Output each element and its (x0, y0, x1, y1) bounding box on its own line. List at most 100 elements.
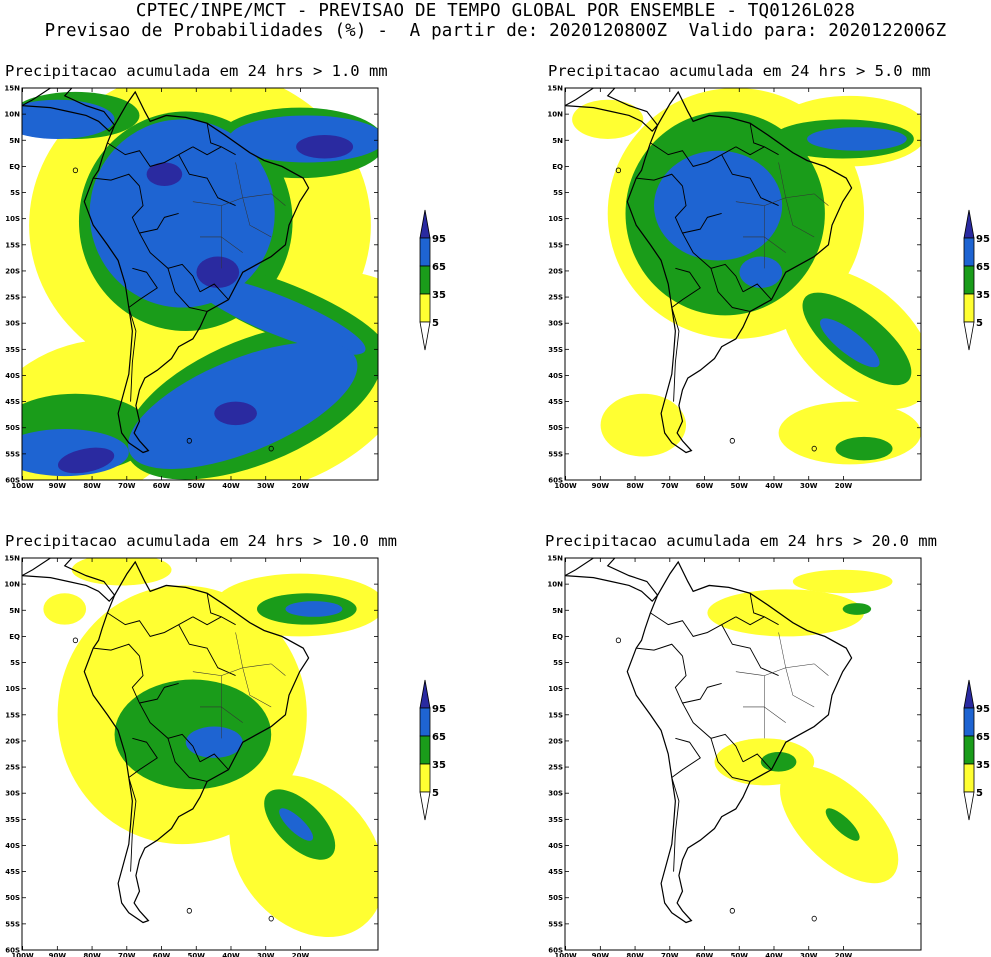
lat-tick-label: 30S (548, 790, 563, 798)
prob-area-green (842, 603, 872, 615)
colorbar-label: 65 (432, 262, 446, 273)
lat-tick-label: 30S (5, 320, 20, 328)
prob-area-blue (807, 127, 907, 151)
state-border (235, 632, 243, 668)
colorbar-segment (419, 763, 431, 793)
figure-title-line-2: Previsao de Probabilidades (%) - A parti… (44, 21, 947, 41)
country-border (107, 142, 194, 167)
colorbar-label: 65 (432, 732, 446, 743)
lon-tick-label: 100W (554, 952, 577, 957)
lon-tick-label: 60W (696, 482, 714, 490)
country-border (650, 612, 737, 637)
lat-tick-label: 25S (548, 294, 563, 302)
country-border (131, 655, 179, 704)
country-border (636, 173, 683, 187)
state-border (743, 236, 765, 269)
lon-tick-label: 30W (800, 482, 818, 490)
panel-2-map: 15N 10N 5N EQ 5S 10S 15S 20S 25S 30S 35S 40S 45S 50S 5… (547, 85, 922, 490)
country-border (749, 593, 765, 618)
prob-area-yellow (43, 593, 87, 625)
lon-tick-label: 100W (11, 952, 34, 957)
lat-tick-label: 5S (10, 189, 20, 197)
lat-tick-label: 10N (547, 581, 563, 589)
country-border (650, 142, 737, 167)
lon-tick-label: 40W (765, 482, 783, 490)
plot-frame (21, 87, 379, 481)
panel-3-title: Precipitacao acumulada em 24 hrs > 10.0 … (5, 532, 397, 550)
colorbar-label: 35 (432, 760, 446, 771)
country-border (139, 232, 201, 293)
lat-tick-label: 35S (5, 816, 20, 824)
state-border (192, 663, 272, 676)
lon-tick-label: 50W (731, 952, 749, 957)
panel-2-colorbar: 95 65 35 5 (963, 209, 990, 351)
lat-tick-label: 30S (5, 790, 20, 798)
lon-tick-label: 60W (153, 482, 171, 490)
lon-tick-label: 80W (626, 482, 644, 490)
country-border (167, 738, 208, 782)
island (186, 907, 192, 914)
panel-1-title: Precipitacao acumulada em 24 hrs > 1.0 m… (5, 62, 388, 80)
lat-tick-label: 50S (5, 424, 20, 432)
lon-tick-label: 90W (49, 952, 67, 957)
lat-tick-label: 45S (548, 398, 563, 406)
island (186, 437, 192, 444)
island (811, 915, 817, 922)
plot-frame (564, 87, 922, 481)
plot-frame (21, 557, 379, 951)
lon-tick-label: 50W (188, 952, 206, 957)
state-border (235, 162, 243, 198)
lon-tick-label: 30W (800, 952, 818, 957)
country-border (682, 232, 744, 293)
lat-tick-label: 40S (548, 842, 563, 850)
state-border (271, 663, 286, 676)
lat-tick-label: 15N (4, 555, 20, 563)
lon-tick-label: 50W (188, 482, 206, 490)
lat-tick-label: 55S (5, 920, 20, 928)
country-border (93, 643, 140, 657)
lat-tick-label: 55S (5, 450, 20, 458)
prob-area-green (835, 436, 893, 461)
prob-area-blue (820, 318, 880, 368)
lon-tick-label: 30W (257, 952, 275, 957)
country-border (735, 616, 779, 626)
lon-tick-label: 70W (661, 482, 679, 490)
lon-tick-label: 90W (592, 952, 610, 957)
lat-tick-label: 55S (548, 920, 563, 928)
island (72, 637, 78, 644)
prob-area-green (760, 752, 797, 772)
lat-tick-label: 60S (548, 947, 563, 955)
country-border (139, 702, 201, 763)
country-border (671, 267, 701, 308)
lat-tick-label: 25S (5, 294, 20, 302)
prob-area-green (825, 808, 860, 841)
lon-tick-label: 80W (83, 952, 101, 957)
prob-area-yellow (572, 99, 644, 139)
lat-tick-label: 60S (5, 477, 20, 485)
country-border (671, 307, 680, 402)
colorbar-label: 65 (976, 732, 990, 743)
lat-tick-label: 25S (548, 764, 563, 772)
lat-tick-label: 35S (548, 346, 563, 354)
lat-tick-label: 5S (553, 659, 563, 667)
lat-tick-label: EQ (9, 163, 20, 171)
coastline-central-america (565, 88, 659, 132)
colorbar-segment (963, 237, 975, 267)
lat-tick-label: 5S (10, 659, 20, 667)
coastline-central-america (22, 558, 116, 602)
country-border (742, 753, 772, 771)
lat-tick-label: 5N (552, 137, 563, 145)
island (615, 167, 621, 174)
lat-tick-label: 45S (548, 868, 563, 876)
island (72, 167, 78, 174)
country-border (131, 185, 179, 234)
country-border (636, 643, 683, 657)
lon-tick-label: 90W (592, 482, 610, 490)
lon-tick-label: 20W (835, 952, 853, 957)
state-border (200, 236, 222, 269)
country-border (749, 123, 765, 148)
country-border (128, 777, 137, 872)
lon-tick-label: 20W (292, 952, 310, 957)
colorbar-label: 95 (432, 234, 446, 245)
country-border (93, 173, 140, 187)
